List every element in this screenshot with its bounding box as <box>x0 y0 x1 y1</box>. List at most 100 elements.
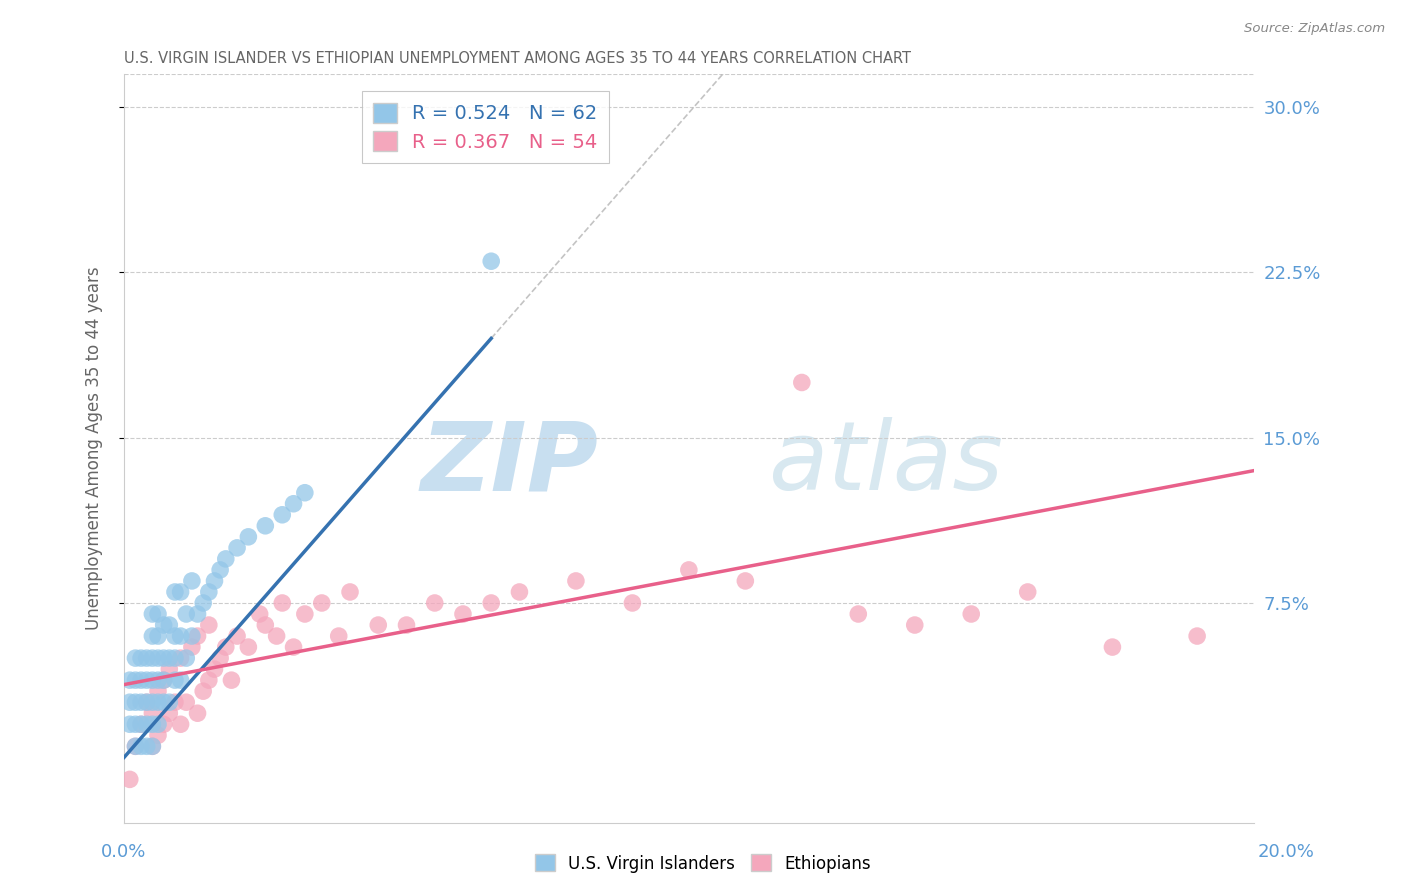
Point <box>180 640 202 654</box>
Point <box>187 629 209 643</box>
Point <box>157 651 180 665</box>
Point <box>135 651 157 665</box>
Point <box>152 618 174 632</box>
Point <box>157 706 180 721</box>
Point <box>204 662 226 676</box>
Point <box>209 563 232 577</box>
Point <box>141 629 163 643</box>
Point <box>311 596 333 610</box>
Point <box>1185 629 1208 643</box>
Point <box>249 607 271 621</box>
Point <box>1017 585 1039 599</box>
Point <box>266 629 288 643</box>
Point <box>283 640 305 654</box>
Point <box>226 541 249 555</box>
Point <box>395 618 418 632</box>
Point <box>152 717 174 731</box>
Point <box>174 607 197 621</box>
Point <box>451 607 474 621</box>
Point <box>146 728 169 742</box>
Point <box>129 673 152 688</box>
Point <box>271 596 294 610</box>
Point <box>226 629 249 643</box>
Text: 0.0%: 0.0% <box>101 843 146 861</box>
Point <box>174 651 197 665</box>
Point <box>283 497 305 511</box>
Point <box>141 651 163 665</box>
Point <box>238 640 260 654</box>
Point <box>254 618 277 632</box>
Point <box>129 717 152 731</box>
Point <box>141 706 163 721</box>
Point <box>146 684 169 698</box>
Point <box>204 574 226 588</box>
Point <box>152 673 174 688</box>
Point <box>124 739 146 754</box>
Point <box>198 673 221 688</box>
Point <box>146 717 169 731</box>
Legend: U.S. Virgin Islanders, Ethiopians: U.S. Virgin Islanders, Ethiopians <box>527 847 879 880</box>
Point <box>174 695 197 709</box>
Point <box>187 607 209 621</box>
Point <box>193 684 215 698</box>
Point <box>141 717 163 731</box>
Point <box>193 596 215 610</box>
Point <box>294 485 316 500</box>
Point <box>152 695 174 709</box>
Point <box>169 651 191 665</box>
Point <box>169 629 191 643</box>
Point <box>129 717 152 731</box>
Point <box>135 673 157 688</box>
Point <box>198 618 221 632</box>
Point <box>118 772 141 787</box>
Point <box>1101 640 1123 654</box>
Point <box>129 695 152 709</box>
Point <box>678 563 700 577</box>
Point <box>565 574 588 588</box>
Point <box>124 717 146 731</box>
Point <box>163 585 186 599</box>
Point <box>479 596 502 610</box>
Point <box>146 629 169 643</box>
Point <box>146 651 169 665</box>
Point <box>129 651 152 665</box>
Text: ZIP: ZIP <box>420 417 599 510</box>
Point <box>129 739 152 754</box>
Point <box>169 717 191 731</box>
Point <box>294 607 316 621</box>
Point <box>198 585 221 599</box>
Point <box>339 585 361 599</box>
Point <box>135 739 157 754</box>
Point <box>163 629 186 643</box>
Point <box>124 695 146 709</box>
Point <box>621 596 644 610</box>
Legend: R = 0.524   N = 62, R = 0.367   N = 54: R = 0.524 N = 62, R = 0.367 N = 54 <box>361 91 609 163</box>
Point <box>146 607 169 621</box>
Point <box>163 651 186 665</box>
Point <box>180 574 202 588</box>
Point <box>135 717 157 731</box>
Point <box>118 695 141 709</box>
Point <box>215 640 238 654</box>
Point <box>221 673 243 688</box>
Point <box>141 607 163 621</box>
Point <box>960 607 983 621</box>
Point <box>271 508 294 522</box>
Point <box>141 739 163 754</box>
Point <box>187 706 209 721</box>
Point <box>169 673 191 688</box>
Point <box>734 574 756 588</box>
Point <box>141 673 163 688</box>
Point <box>479 254 502 268</box>
Point <box>209 651 232 665</box>
Text: atlas: atlas <box>768 417 1002 510</box>
Point <box>157 662 180 676</box>
Point <box>790 376 813 390</box>
Point <box>135 695 157 709</box>
Point <box>124 651 146 665</box>
Point <box>846 607 869 621</box>
Point <box>118 673 141 688</box>
Text: U.S. VIRGIN ISLANDER VS ETHIOPIAN UNEMPLOYMENT AMONG AGES 35 TO 44 YEARS CORRELA: U.S. VIRGIN ISLANDER VS ETHIOPIAN UNEMPL… <box>124 51 911 66</box>
Point <box>367 618 389 632</box>
Point <box>157 618 180 632</box>
